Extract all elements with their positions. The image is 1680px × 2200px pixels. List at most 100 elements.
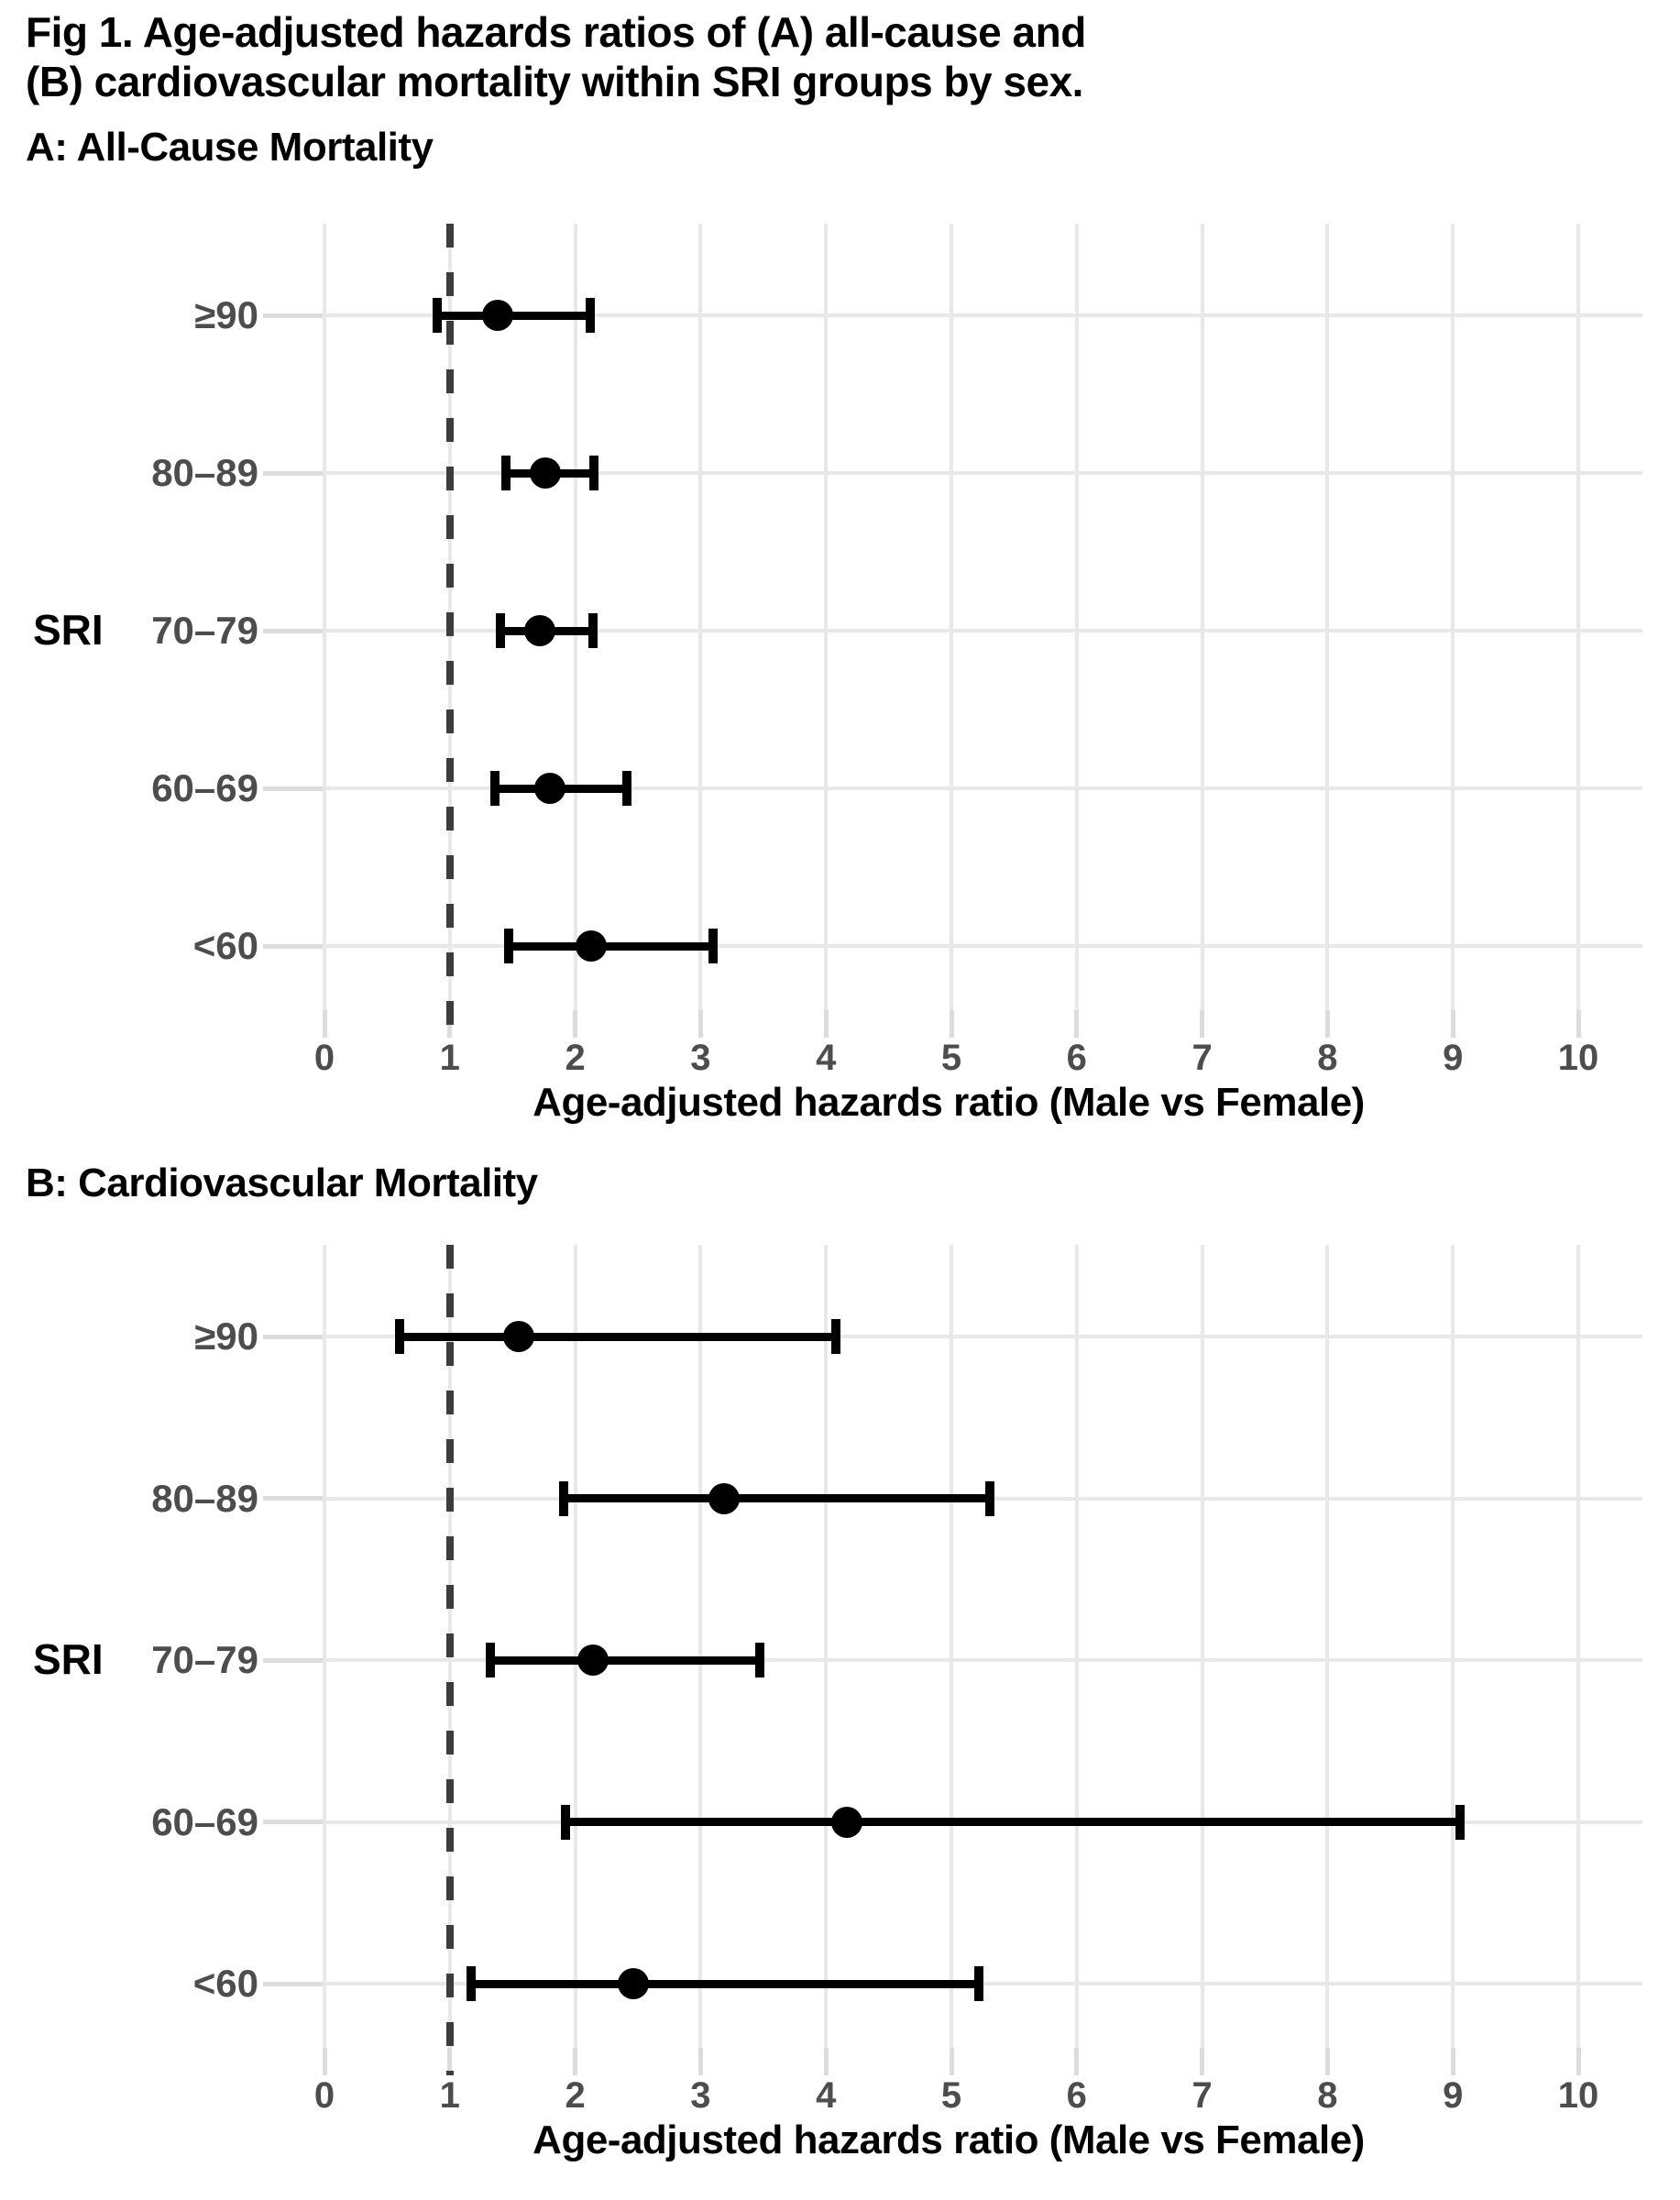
x-axis-tick-label: 8 [1317,1038,1338,1078]
x-axis-tick [949,1010,954,1038]
grid-line-horizontal [324,629,1642,632]
y-axis-tick [263,1496,324,1501]
grid-line-horizontal [324,944,1642,948]
y-axis-category-label: 80–89 [151,451,258,494]
x-axis-tick [697,2048,703,2075]
grid-line-horizontal [324,786,1642,790]
confidence-interval-cap-high [587,613,598,648]
reference-line [445,224,454,1038]
grid-line-vertical [1576,224,1580,1010]
confidence-interval-cap-high [621,771,631,806]
x-axis-tick [1576,1010,1581,1038]
y-axis-category-label: ≥90 [194,1314,258,1358]
x-axis-tick-label: 5 [940,2075,962,2116]
confidence-interval-cap-high [831,1319,841,1354]
confidence-interval-line [471,1979,980,1988]
x-axis-tick [823,2048,829,2075]
hazard-ratio-point [503,1321,535,1352]
x-axis-tick [1324,1010,1330,1038]
hazard-ratio-point [708,1482,741,1514]
x-axis-tick [1074,1010,1080,1038]
grid-line-vertical [1576,1245,1580,2048]
x-axis-tick [1074,2048,1080,2075]
x-axis-tick [1450,1010,1455,1038]
confidence-interval-line [565,1818,1461,1826]
y-axis-tick [263,1820,324,1824]
x-axis-tick [1576,2048,1581,2075]
x-axis-tick [1200,2048,1205,2075]
y-axis-tick [263,786,324,791]
figure-title-line1: Fig 1. Age-adjusted hazards ratios of (A… [26,8,1086,56]
y-axis-tick [263,313,324,318]
x-axis-tick [697,1010,703,1038]
y-axis-category-label: 70–79 [151,609,258,652]
x-axis-tick-label: 0 [313,1038,335,1078]
x-axis-tick [823,1010,829,1038]
x-axis-tick [1324,2048,1330,2075]
x-axis-tick [1450,2048,1455,2075]
hazard-ratio-point [831,1806,863,1838]
x-axis-tick [1200,1010,1205,1038]
y-axis-category-label: 80–89 [151,1476,258,1520]
x-axis-title-b: Age-adjusted hazards ratio (Male vs Fema… [533,2118,1365,2162]
x-axis-tick-label: 3 [690,1038,711,1078]
x-axis-tick [322,2048,327,2075]
y-axis-category-label: <60 [192,924,258,967]
reference-line [445,1245,454,2075]
y-axis-category-label: 60–69 [151,1799,258,1843]
confidence-interval-cap-high [1455,1804,1466,1840]
confidence-interval-cap-low [504,929,514,963]
y-axis-category-label: ≥90 [194,293,258,336]
x-axis-tick-label: 4 [816,1038,837,1078]
x-axis-tick-label: 8 [1317,2075,1338,2116]
grid-line-vertical [1074,224,1079,1010]
confidence-interval-line [489,1656,760,1665]
grid-line-vertical [573,1245,577,2048]
grid-line-vertical [1325,224,1330,1010]
x-axis-tick [573,2048,578,2075]
confidence-interval-cap-high [754,1643,764,1678]
x-axis-tick-label: 4 [816,2075,837,2116]
y-axis-category-label: <60 [192,1962,258,2005]
x-axis-tick-label: 10 [1557,2075,1599,2116]
grid-line-horizontal [324,314,1642,317]
x-axis-tick-label: 6 [1066,2075,1087,2116]
grid-line-horizontal [324,1658,1642,1662]
hazard-ratio-point [481,300,513,331]
grid-line-vertical [573,224,577,1010]
x-axis-tick-label: 3 [690,2075,711,2116]
y-axis-tick [263,470,324,476]
y-axis-category-label: 60–69 [151,766,258,809]
hazard-ratio-point [617,1968,649,1999]
y-axis-tick [263,943,324,949]
confidence-interval-cap-low [501,456,511,490]
hazard-ratio-point [576,1644,609,1676]
panel-a-header: A: All-Cause Mortality [26,125,434,170]
y-axis-title-a: SRI [33,606,104,654]
y-axis-tick [263,1657,324,1663]
confidence-interval-line [564,1494,991,1502]
grid-line-vertical [698,1245,703,2048]
grid-line-vertical [824,224,829,1010]
confidence-interval-cap-low [395,1319,405,1354]
y-axis-tick [263,1334,324,1339]
confidence-interval-cap-high [589,456,599,490]
x-axis-tick-label: 1 [439,2075,460,2116]
x-axis-title-a: Age-adjusted hazards ratio (Male vs Fema… [533,1080,1365,1125]
x-axis-tick-label: 7 [1191,2075,1213,2116]
x-axis-tick-label: 5 [940,1038,962,1078]
grid-line-vertical [824,1245,829,2048]
confidence-interval-cap-high [974,1966,984,2001]
hazard-ratio-point [576,930,608,962]
x-axis-tick-label: 7 [1191,1038,1213,1078]
y-axis-title-b: SRI [33,1635,104,1683]
x-axis-tick-label: 2 [565,2075,586,2116]
x-axis-tick [322,1010,327,1038]
grid-line-vertical [1325,1245,1330,2048]
x-axis-tick-label: 0 [313,2075,335,2116]
hazard-ratio-point [524,615,556,646]
grid-line-vertical [1200,1245,1204,2048]
confidence-interval-cap-high [985,1480,995,1516]
grid-line-vertical [1074,1245,1079,2048]
